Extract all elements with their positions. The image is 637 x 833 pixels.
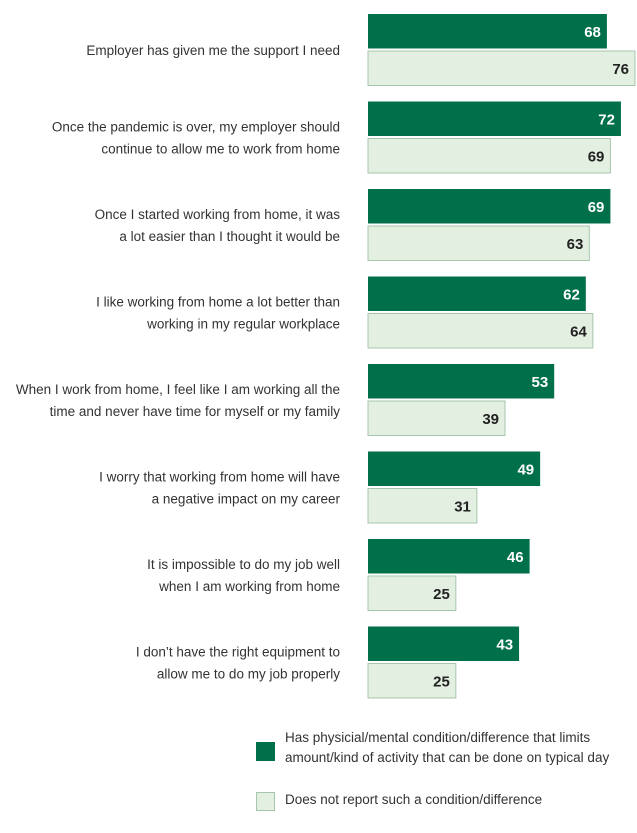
- value-label-no-condition-4: 64: [570, 323, 587, 340]
- value-label-no-condition-3: 63: [567, 236, 584, 253]
- bar-no-condition-2: [367, 138, 611, 174]
- category-label-1-line-1: Employer has given me the support I need: [86, 43, 340, 58]
- value-label-condition-2: 72: [598, 111, 615, 128]
- category-label-6-line-2: a negative impact on my career: [152, 491, 341, 506]
- bar-condition-7: [368, 539, 530, 574]
- bar-condition-8: [368, 626, 520, 661]
- category-label-7-line-1: It is impossible to do my job well: [147, 557, 340, 572]
- category-label-6-line-1: I worry that working from home will have: [99, 469, 340, 484]
- value-label-no-condition-1: 76: [612, 61, 629, 78]
- bar-no-condition-3: [367, 225, 590, 261]
- value-label-condition-1: 68: [584, 24, 601, 41]
- category-label-4-line-1: I like working from home a lot better th…: [96, 294, 340, 309]
- category-label-4-line-2: working in my regular workplace: [146, 316, 340, 331]
- value-label-condition-5: 53: [532, 374, 549, 391]
- value-label-no-condition-5: 39: [482, 411, 499, 428]
- category-label-7-line-2: when I am working from home: [158, 579, 340, 594]
- category-label-8-line-1: I don’t have the right equipment to: [136, 644, 340, 659]
- bar-condition-1: [368, 14, 607, 49]
- legend-swatch-no-condition: [256, 792, 275, 811]
- legend-label-condition-line-1: Has physicial/mental condition/differenc…: [285, 730, 591, 745]
- bar-no-condition-4: [367, 313, 594, 349]
- bar-no-condition-6: [367, 488, 478, 524]
- bar-chart: Employer has given me the support I need…: [16, 14, 636, 699]
- bar-condition-5: [368, 364, 555, 399]
- legend-swatch-condition: [256, 742, 275, 761]
- bar-no-condition-1: [367, 50, 636, 86]
- value-label-no-condition-6: 31: [454, 498, 471, 515]
- value-label-condition-4: 62: [563, 286, 580, 303]
- category-label-2-line-2: continue to allow me to work from home: [101, 141, 340, 156]
- value-label-condition-6: 49: [517, 461, 534, 478]
- category-label-3-line-2: a lot easier than I thought it would be: [119, 229, 340, 244]
- legend: Has physicial/mental condition/differenc…: [256, 728, 636, 833]
- legend-item-no-condition: Does not report such a condition/differe…: [256, 790, 636, 811]
- bar-no-condition-7: [367, 575, 457, 611]
- bar-no-condition-8: [367, 663, 457, 699]
- category-label-3-line-1: Once I started working from home, it was: [95, 207, 341, 222]
- value-label-condition-8: 43: [496, 636, 513, 653]
- bar-condition-2: [368, 101, 621, 136]
- legend-label-condition: Has physicial/mental condition/differenc…: [285, 728, 609, 768]
- bar-condition-6: [368, 451, 541, 486]
- bar-condition-4: [368, 276, 586, 311]
- value-label-no-condition-7: 25: [433, 586, 450, 603]
- legend-label-no-condition-line-1: Does not report such a condition/differe…: [285, 792, 543, 807]
- value-label-condition-7: 46: [507, 549, 524, 566]
- value-label-condition-3: 69: [588, 199, 605, 216]
- category-label-8-line-2: allow me to do my job properly: [157, 666, 340, 681]
- legend-label-no-condition: Does not report such a condition/differe…: [285, 790, 542, 810]
- bar-no-condition-5: [367, 400, 506, 436]
- category-label-5-line-2: time and never have time for myself or m…: [50, 404, 341, 419]
- legend-item-condition: Has physicial/mental condition/differenc…: [256, 728, 636, 768]
- value-label-no-condition-8: 25: [433, 673, 450, 690]
- legend-label-condition-line-2: amount/kind of activity that can be done…: [285, 750, 610, 765]
- category-label-5-line-1: When I work from home, I feel like I am …: [16, 382, 340, 397]
- bar-condition-3: [368, 189, 611, 224]
- value-label-no-condition-2: 69: [588, 148, 605, 165]
- category-label-2-line-1: Once the pandemic is over, my employer s…: [52, 119, 340, 134]
